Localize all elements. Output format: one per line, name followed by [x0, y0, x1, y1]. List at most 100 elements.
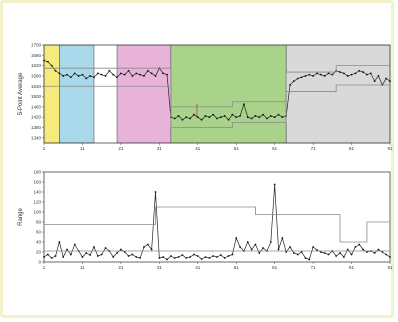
data-point [246, 241, 249, 243]
data-point [200, 118, 203, 121]
x-tick-label: 81 [349, 146, 355, 151]
data-point [196, 255, 199, 257]
x-tick-label: 31 [157, 265, 163, 270]
data-point [62, 75, 65, 77]
series-line [43, 184, 391, 260]
y-tick-label: 1540 [31, 84, 42, 89]
y-tick-label: 0 [38, 260, 41, 265]
data-point [239, 115, 241, 117]
x-tick-label: 71 [311, 146, 317, 151]
y-tick-label: 140 [33, 190, 41, 195]
data-point [327, 253, 330, 256]
data-point [162, 72, 165, 75]
data-point [66, 248, 68, 251]
data-point [70, 76, 72, 79]
data-point [327, 72, 330, 75]
data-point [377, 75, 380, 77]
data-point [123, 73, 126, 76]
x-tick-label: 61 [272, 265, 278, 270]
data-point [346, 248, 349, 251]
x-tick-label: 11 [80, 146, 85, 151]
data-point [166, 258, 168, 261]
x-tick-label: 11 [80, 265, 85, 270]
y-tick-label: 1620 [31, 63, 42, 68]
data-point [158, 257, 161, 259]
data-point [135, 256, 138, 258]
data-point [292, 252, 295, 254]
y-tick-label: 1380 [31, 125, 42, 130]
top-chart-5-point-average: 1 11 21 31 41 51 61 71 81 91134013801420146015001… [18, 43, 393, 152]
data-point [100, 73, 103, 76]
data-point [269, 115, 272, 117]
data-point [308, 73, 311, 76]
y-tick-label: 120 [33, 200, 41, 205]
control-limit-line-2 [44, 84, 390, 128]
data-point [212, 255, 215, 257]
x-tick-label: 61 [272, 146, 278, 151]
data-point [319, 73, 322, 76]
data-point [143, 246, 145, 248]
y-tick-label: 80 [36, 220, 42, 225]
data-point [339, 71, 341, 73]
data-point [362, 248, 364, 251]
y-tick-label: 1340 [31, 135, 42, 140]
data-point [85, 252, 88, 254]
data-point [323, 252, 326, 254]
control-limit-line-1 [44, 65, 390, 108]
data-point [331, 73, 334, 76]
data-point [369, 72, 372, 75]
data-point [135, 72, 138, 75]
plot-area-border [43, 171, 391, 263]
data-point [300, 76, 303, 79]
y-tick-label: 1700 [31, 43, 42, 48]
data-point [208, 116, 211, 119]
data-point [277, 248, 280, 251]
data-point [366, 73, 368, 76]
data-point [154, 191, 157, 193]
data-point [169, 255, 172, 257]
data-point [177, 115, 180, 117]
data-point [304, 257, 307, 259]
data-point [350, 73, 353, 76]
data-point [50, 64, 53, 67]
data-point [208, 257, 211, 259]
data-point [216, 256, 218, 258]
x-tick-label: 31 [157, 146, 163, 151]
data-point [139, 73, 142, 76]
y-tick-label: 180 [33, 170, 41, 175]
data-point [58, 72, 61, 75]
data-point [154, 75, 157, 77]
data-point [239, 246, 241, 248]
data-point [373, 80, 376, 83]
data-point [81, 256, 84, 258]
data-point [112, 73, 115, 76]
y-tick-label: 1500 [31, 94, 42, 99]
data-point [46, 60, 49, 63]
data-point [93, 246, 95, 248]
data-point [292, 80, 295, 83]
data-point [223, 257, 226, 259]
x-tick-label: 91 [387, 265, 393, 270]
data-point [358, 69, 361, 72]
data-point [131, 75, 134, 77]
y-tick-label: 100 [33, 210, 41, 215]
data-point [296, 253, 299, 256]
data-point [204, 115, 207, 117]
data-point [146, 243, 149, 246]
data-point [289, 246, 291, 248]
data-point [231, 113, 234, 116]
phase-band-4 [170, 44, 287, 144]
data-point [43, 256, 45, 258]
data-point [123, 251, 126, 253]
data-point [212, 113, 215, 116]
data-point [289, 84, 291, 86]
data-point [173, 117, 176, 120]
x-tick-label: 91 [387, 146, 393, 151]
data-point [262, 113, 265, 116]
data-point [127, 255, 130, 257]
data-point [281, 116, 284, 119]
data-point [185, 116, 188, 119]
data-point [346, 75, 349, 77]
annotation-label: Rework [194, 104, 199, 118]
